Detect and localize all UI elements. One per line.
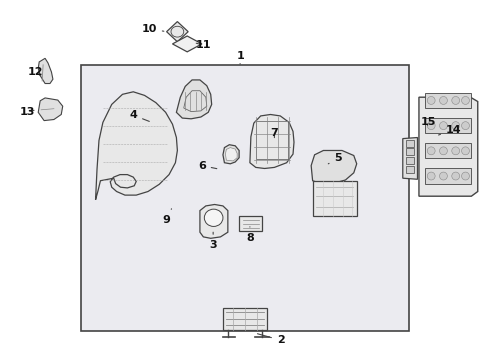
Polygon shape xyxy=(425,143,471,158)
Polygon shape xyxy=(406,166,414,173)
Polygon shape xyxy=(250,114,294,168)
Text: 3: 3 xyxy=(209,232,217,250)
Ellipse shape xyxy=(462,147,469,155)
Ellipse shape xyxy=(452,172,460,180)
Ellipse shape xyxy=(440,122,447,130)
Polygon shape xyxy=(311,150,357,184)
Text: 10: 10 xyxy=(142,24,164,34)
Ellipse shape xyxy=(427,122,435,130)
Ellipse shape xyxy=(427,172,435,180)
Polygon shape xyxy=(176,80,212,119)
FancyBboxPatch shape xyxy=(81,65,409,331)
Ellipse shape xyxy=(427,96,435,104)
Polygon shape xyxy=(425,118,471,133)
Text: 1: 1 xyxy=(236,51,244,64)
Polygon shape xyxy=(38,58,53,84)
Ellipse shape xyxy=(462,96,469,104)
Polygon shape xyxy=(313,181,357,216)
Polygon shape xyxy=(406,157,414,164)
Text: 14: 14 xyxy=(439,125,462,135)
Ellipse shape xyxy=(427,147,435,155)
Polygon shape xyxy=(425,93,471,108)
Polygon shape xyxy=(406,140,414,147)
Polygon shape xyxy=(172,36,202,52)
Text: 6: 6 xyxy=(198,161,217,171)
Text: 15: 15 xyxy=(421,117,437,127)
Text: 13: 13 xyxy=(19,107,35,117)
Text: 7: 7 xyxy=(270,128,278,138)
Polygon shape xyxy=(223,308,267,330)
Text: 5: 5 xyxy=(328,153,342,164)
Ellipse shape xyxy=(462,122,469,130)
Ellipse shape xyxy=(452,122,460,130)
Polygon shape xyxy=(38,98,63,121)
Polygon shape xyxy=(167,22,188,42)
Ellipse shape xyxy=(452,96,460,104)
Text: 12: 12 xyxy=(27,67,43,77)
Polygon shape xyxy=(239,216,262,231)
Polygon shape xyxy=(425,168,471,184)
Text: 8: 8 xyxy=(246,227,254,243)
Ellipse shape xyxy=(440,147,447,155)
Polygon shape xyxy=(223,145,239,164)
Text: 2: 2 xyxy=(257,334,285,345)
Ellipse shape xyxy=(452,147,460,155)
Text: 4: 4 xyxy=(129,110,149,121)
Ellipse shape xyxy=(440,96,447,104)
Polygon shape xyxy=(225,148,237,161)
Polygon shape xyxy=(406,148,414,155)
Text: 11: 11 xyxy=(195,40,211,50)
Polygon shape xyxy=(200,204,228,238)
Polygon shape xyxy=(419,97,478,196)
Ellipse shape xyxy=(204,209,223,226)
Ellipse shape xyxy=(440,172,447,180)
Ellipse shape xyxy=(462,172,469,180)
Text: 9: 9 xyxy=(163,209,172,225)
Polygon shape xyxy=(403,138,417,179)
Polygon shape xyxy=(96,92,177,200)
